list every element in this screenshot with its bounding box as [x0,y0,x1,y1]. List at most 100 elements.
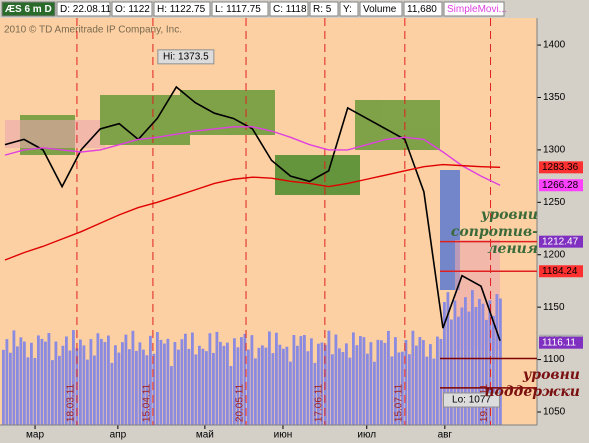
header-field-box [359,1,403,17]
volume-bar-decor [166,338,170,425]
volume-bar-decor [103,342,107,425]
volume-bar-decor [163,343,166,425]
volume-bar-decor [429,344,432,425]
volume-bar-decor [156,332,159,425]
volume-bar-decor [198,345,201,425]
y-tick-label: 1400 [543,40,566,51]
volume-bar-decor [100,338,103,425]
volume-bar-decor [159,339,163,425]
volume-bar-decor [215,331,219,425]
volume-bar-decor [219,341,222,425]
volume-bar-decor [72,330,75,425]
annotation-support: поддержки [484,384,580,400]
price-label-box [539,336,583,349]
annotation-resistance: сопротив- [451,224,538,240]
volume-bar-decor [303,335,306,425]
volume-bar-decor [471,290,474,425]
volume-bar-decor [250,335,254,425]
volume-bar-decor [149,335,152,425]
volume-bar-decor [439,338,443,425]
volume-bar-decor [348,357,352,425]
annotation-support: уровни [522,367,580,383]
volume-profile-decor [5,90,500,350]
volume-bar-decor [394,337,397,425]
volume-decor [2,290,502,425]
volume-bar-decor [240,337,243,425]
volume-bar-decor [453,300,457,425]
volume-bar-decor [278,344,282,425]
volume-bar-decor [341,352,345,425]
series-line [4,85,501,341]
volume-bar-decor [19,337,23,425]
volume-bar-decor [352,332,355,425]
volume-bar-decor [117,352,121,425]
price-label-box [539,265,583,278]
header-field: H: 1122.75 [157,4,206,15]
date-label: 18.03.11 [66,383,77,422]
volume-bar-decor [26,357,30,425]
volume-bar-decor [37,335,40,425]
volume-bar-decor [261,345,264,425]
volume-bar-decor [226,342,229,425]
x-tick-label: мар [26,430,44,441]
volume-bar-decor [177,349,180,425]
header-field-box [1,1,56,17]
volume-bar-decor [387,330,390,425]
y-tick-label: 1100 [543,354,565,365]
x-tick-label: май [196,430,214,441]
volume-bar-decor [264,347,268,425]
volume-bar-decor [485,319,488,425]
date-label: 15.04.11 [142,383,153,422]
series-line [4,163,501,261]
volume-bar-decor [114,345,117,425]
volume-bar-decor [327,330,331,425]
price-label: 1266.28 [542,180,579,191]
volume-bar-decor [411,330,415,425]
volume-bar-decor [110,362,114,425]
volume-bar-decor [320,342,324,425]
header-field-box [269,1,309,17]
volume-bar-decor [65,336,68,425]
volume-bar-decor [254,358,257,425]
volume-bar-decor [30,342,33,425]
volume-bar-decor [68,350,72,425]
header-field-box [309,1,339,17]
date-label: 17.06.11 [314,383,325,422]
volume-bar-decor [488,300,492,425]
header-field: 11,680 [407,4,437,15]
volume-bar-decor [397,352,401,425]
lo-label: Lo: 1077 [452,395,491,406]
header-field: Volume [363,4,397,15]
volume-bar-decor [47,333,51,425]
volume-bar-decor [61,345,65,425]
header-field: R: 5 [313,4,332,15]
volume-bar-decor [376,339,380,425]
volume-bar-decor [23,341,26,425]
volume-bar-decor [124,334,128,425]
volume-bar-decor [271,353,275,425]
volume-bar-decor [324,344,327,425]
volume-bar-decor [138,342,142,425]
annotation-resistance: уровни [480,207,538,223]
volume-bar-decor [285,346,289,425]
volume-bar-decor [54,341,58,425]
header-bar: ÆS 6 m D D: 22.08.11 O: 1122 H: 1122.75 L: 1… [0,0,589,18]
header-field-box [153,1,211,17]
volume-bar-decor [481,303,485,425]
header-field-box [111,1,153,17]
header-field-box [403,1,443,17]
volume-bar-decor [93,355,96,425]
volume-bar-decor [79,339,82,425]
y-tick-label: 1300 [543,145,566,156]
volume-bar-decor [460,307,464,425]
header-field: O: 1122 [115,4,150,15]
x-tick-label: апр [110,430,127,441]
volume-bar-decor [173,342,177,425]
volume-bar-decor [404,340,408,425]
volume-bar-decor [82,345,86,425]
volume-bar-decor [2,349,5,425]
volume-bar-decor [464,297,467,425]
volume-bar-decor [383,342,387,425]
volume-bar-decor [334,334,338,425]
volume-bar-decor [415,345,418,425]
